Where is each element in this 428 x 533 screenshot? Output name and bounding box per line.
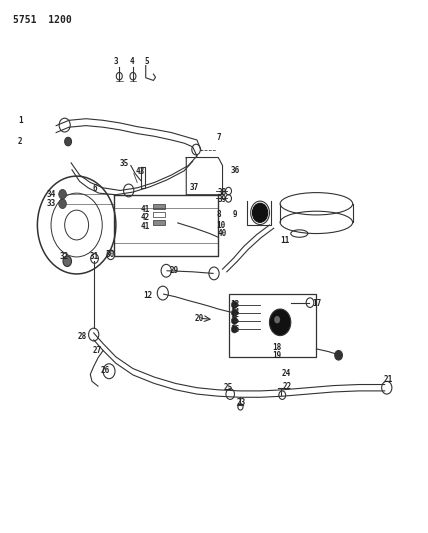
Text: 13: 13 bbox=[230, 300, 239, 309]
Text: 17: 17 bbox=[312, 299, 321, 308]
Text: 35: 35 bbox=[119, 159, 128, 168]
Text: 39: 39 bbox=[217, 195, 227, 204]
Text: 34: 34 bbox=[47, 190, 56, 199]
Circle shape bbox=[59, 189, 66, 199]
Text: 7: 7 bbox=[216, 133, 221, 142]
Circle shape bbox=[232, 326, 238, 333]
Circle shape bbox=[232, 301, 238, 309]
Text: 30: 30 bbox=[105, 251, 114, 260]
Bar bbox=[153, 220, 164, 225]
Circle shape bbox=[335, 351, 342, 360]
Text: 20: 20 bbox=[195, 314, 204, 323]
Circle shape bbox=[65, 138, 71, 146]
Text: 9: 9 bbox=[232, 210, 237, 219]
Bar bbox=[153, 204, 164, 209]
Text: 32: 32 bbox=[59, 253, 69, 261]
Text: 31: 31 bbox=[89, 252, 99, 261]
Text: 18: 18 bbox=[273, 343, 282, 352]
Text: 15: 15 bbox=[230, 316, 239, 325]
Text: 40: 40 bbox=[217, 229, 227, 238]
Text: 21: 21 bbox=[384, 375, 393, 384]
Text: 37: 37 bbox=[189, 183, 199, 192]
Text: 2: 2 bbox=[18, 137, 22, 146]
Text: 43: 43 bbox=[135, 167, 144, 176]
Text: 27: 27 bbox=[92, 346, 102, 355]
Text: 11: 11 bbox=[280, 237, 289, 246]
Text: 10: 10 bbox=[216, 221, 226, 230]
Text: 3: 3 bbox=[114, 58, 119, 66]
Text: 14: 14 bbox=[230, 308, 239, 317]
Text: 33: 33 bbox=[47, 199, 56, 208]
Circle shape bbox=[270, 309, 291, 336]
Circle shape bbox=[253, 203, 268, 222]
Text: 42: 42 bbox=[141, 213, 150, 222]
Text: 5: 5 bbox=[145, 58, 149, 66]
Text: 24: 24 bbox=[281, 369, 291, 378]
Bar bbox=[153, 212, 164, 217]
Circle shape bbox=[232, 317, 238, 325]
Text: 6: 6 bbox=[92, 184, 97, 193]
Text: 41: 41 bbox=[141, 205, 150, 214]
Text: 26: 26 bbox=[101, 366, 110, 375]
Text: 1: 1 bbox=[18, 116, 22, 125]
Circle shape bbox=[59, 199, 66, 208]
Text: 22: 22 bbox=[282, 382, 291, 391]
Text: 4: 4 bbox=[130, 58, 134, 66]
Circle shape bbox=[63, 256, 71, 266]
Circle shape bbox=[232, 309, 238, 317]
Text: 29: 29 bbox=[169, 266, 178, 275]
Text: 8: 8 bbox=[216, 210, 221, 219]
Text: 23: 23 bbox=[237, 398, 246, 407]
Text: 25: 25 bbox=[223, 383, 233, 392]
Text: 28: 28 bbox=[77, 332, 87, 341]
Text: 38: 38 bbox=[217, 188, 227, 197]
Circle shape bbox=[274, 316, 280, 324]
Text: 5751  1200: 5751 1200 bbox=[14, 15, 72, 26]
Text: 41: 41 bbox=[141, 222, 150, 231]
Text: 16: 16 bbox=[230, 325, 239, 334]
Text: 36: 36 bbox=[230, 166, 239, 175]
Text: 19: 19 bbox=[273, 351, 282, 360]
Text: 12: 12 bbox=[144, 291, 153, 300]
